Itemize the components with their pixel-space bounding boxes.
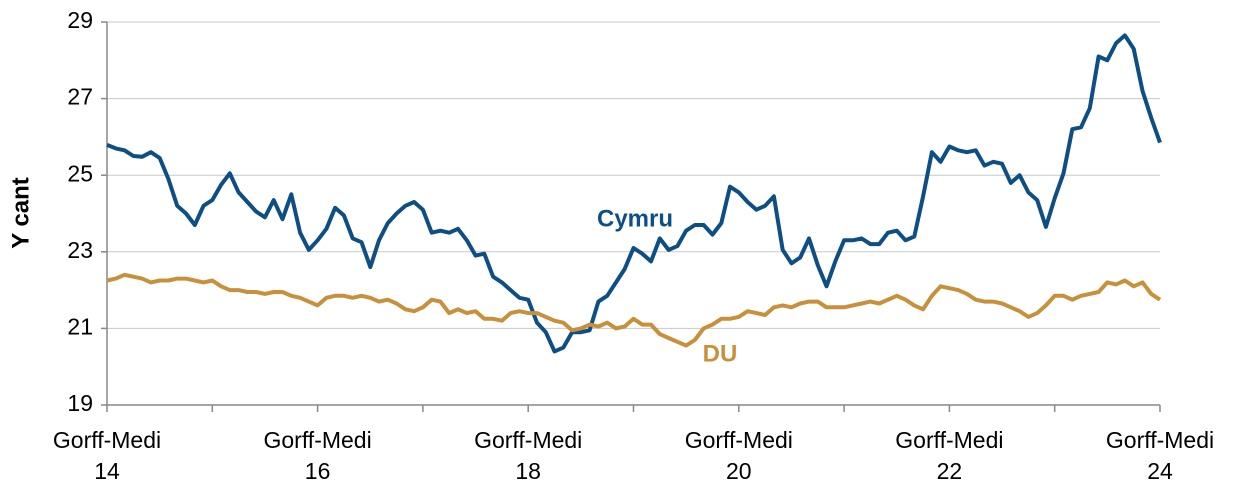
y-tick-label: 23 [67, 237, 93, 263]
y-axis-label: Y cant [7, 177, 34, 249]
y-tick-label: 25 [67, 160, 93, 186]
x-tick-label: Gorff-Medi 18 [474, 427, 582, 484]
x-tick-label: Gorff-Medi 22 [895, 427, 1003, 484]
y-tick-label: 27 [67, 84, 93, 110]
series-line [106, 272, 1162, 348]
x-tick-label: Gorff-Medi 16 [263, 427, 371, 484]
y-tick-label: 21 [67, 313, 93, 339]
series-label: DU [703, 340, 738, 367]
y-tick-label: 19 [67, 390, 93, 416]
series-label: Cymru [597, 205, 673, 232]
y-tick-label: 29 [67, 7, 93, 33]
x-tick-label: Gorff-Medi 24 [1106, 427, 1214, 484]
x-tick-label: Gorff-Medi 14 [53, 427, 161, 484]
x-tick-label: Gorff-Medi 20 [685, 427, 793, 484]
series-line [106, 33, 1162, 354]
